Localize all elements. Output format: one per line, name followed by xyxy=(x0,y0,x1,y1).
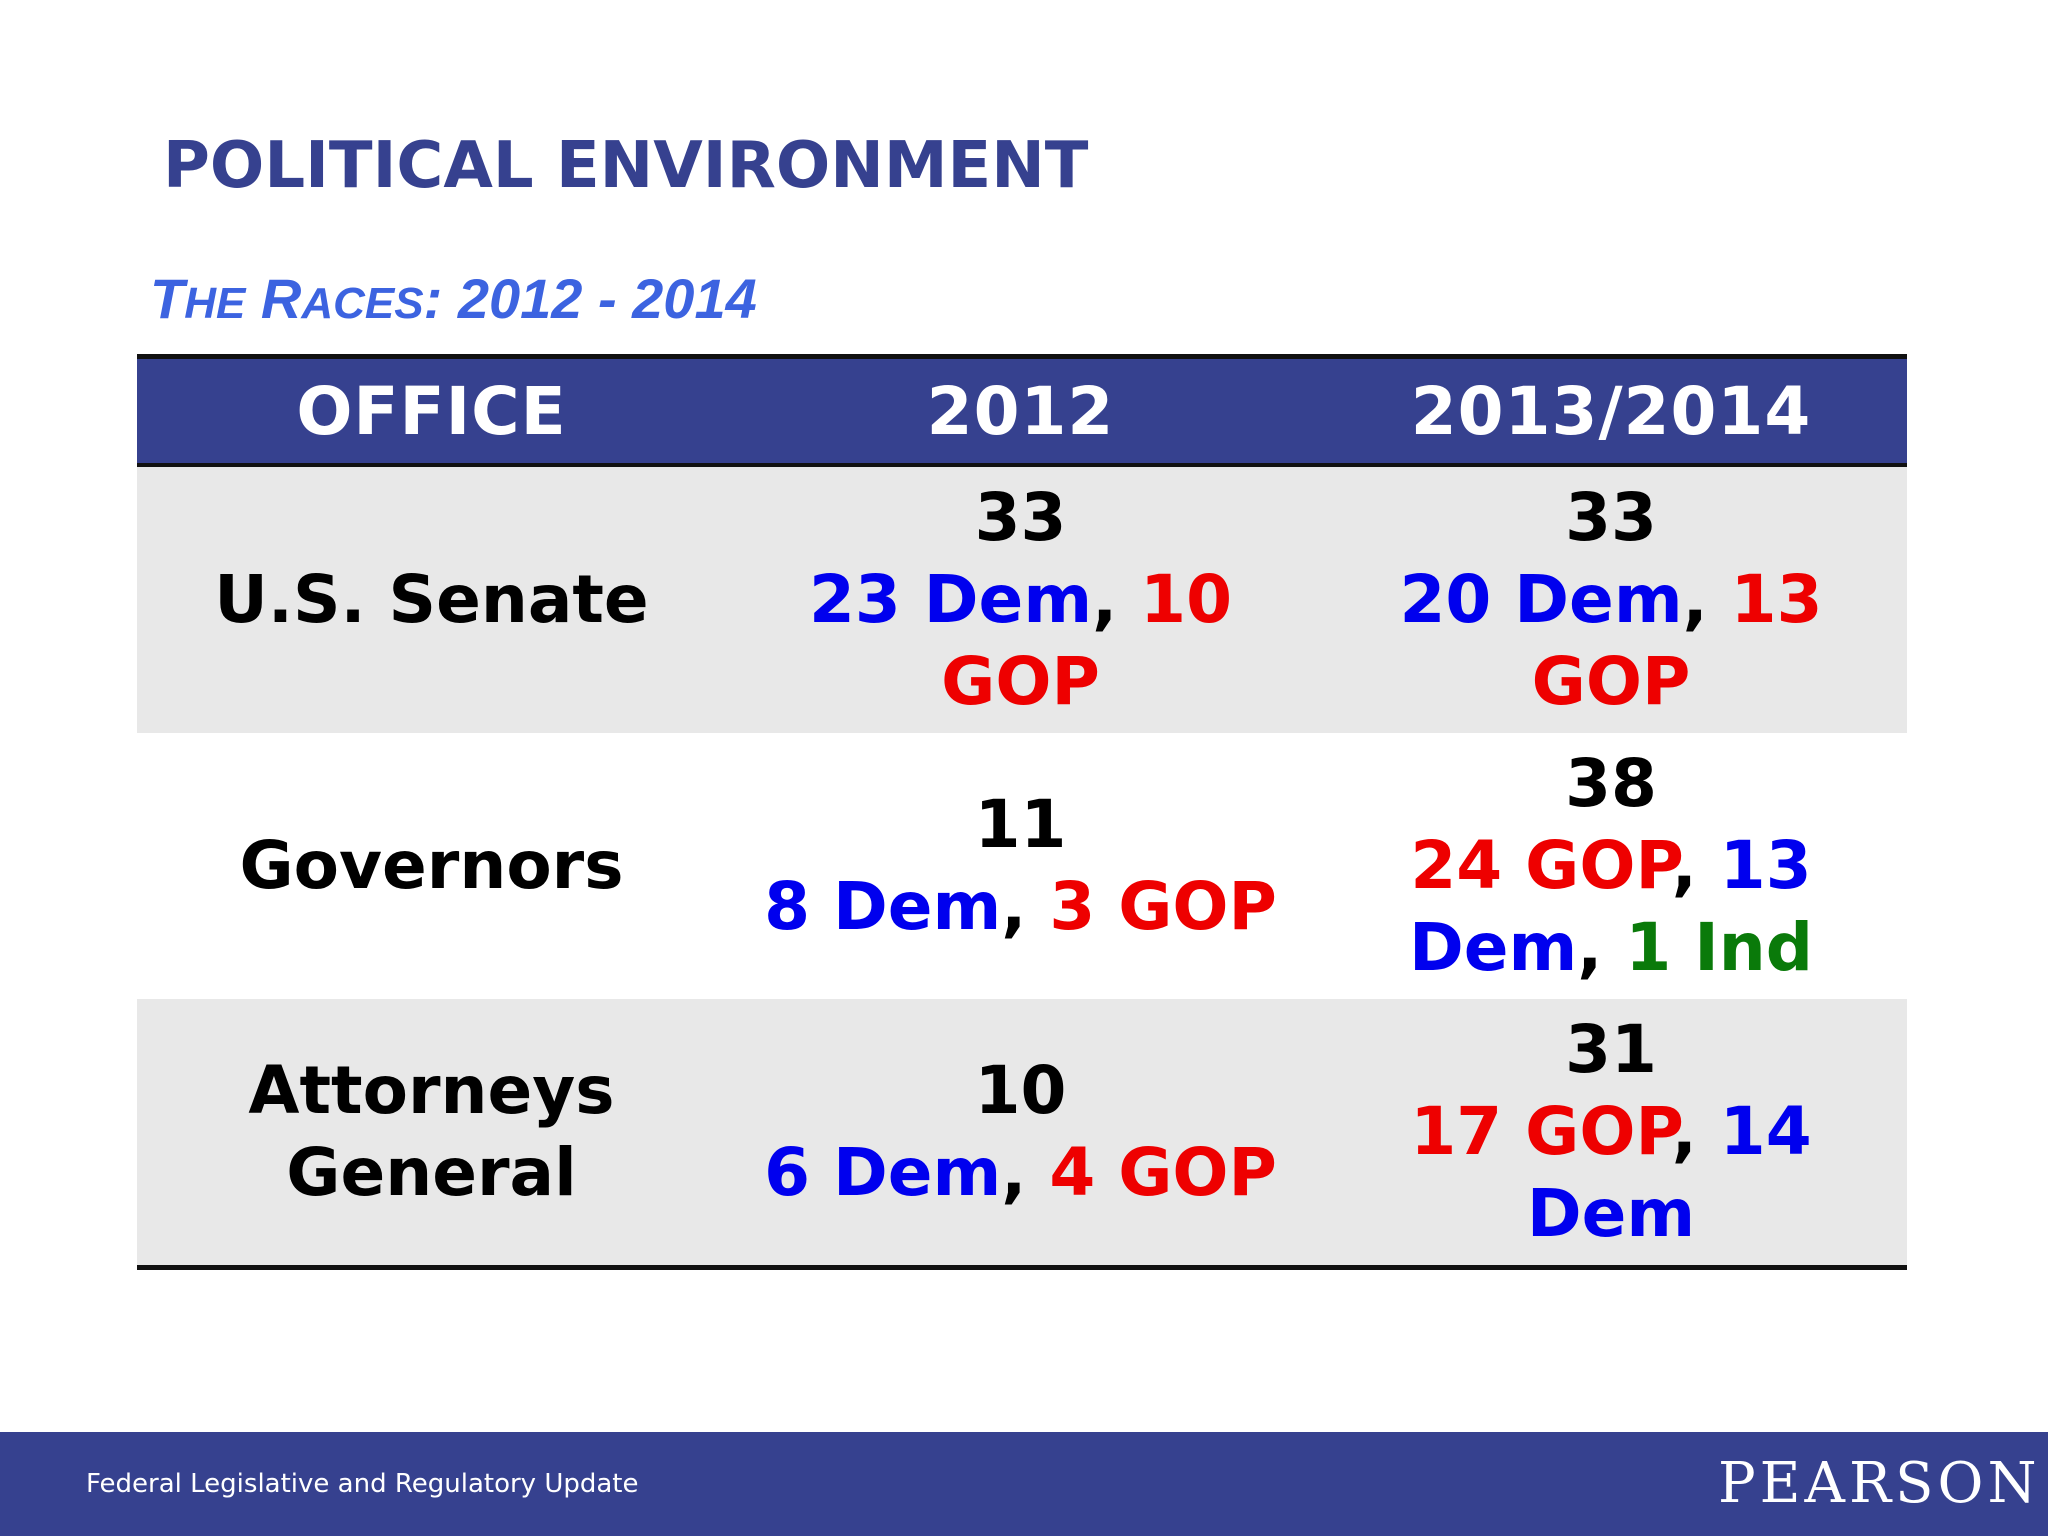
separator: , xyxy=(1092,561,1141,638)
table-row: Attorneys General 10 6 Dem, 4 GOP 31 17 … xyxy=(137,999,1907,1268)
party-count-ind: 1 Ind xyxy=(1625,909,1814,986)
office-cell: Attorneys General xyxy=(137,999,726,1268)
party-count-gop: 13 GOP xyxy=(1531,561,1823,720)
slide-title: POLITICAL ENVIRONMENT xyxy=(163,129,1089,203)
office-cell: U.S. Senate xyxy=(137,465,726,733)
race-breakdown: 8 Dem, 3 GOP xyxy=(726,866,1315,948)
separator: , xyxy=(1577,909,1626,986)
party-count-gop: 4 GOP xyxy=(1049,1134,1277,1211)
table-row: U.S. Senate 33 23 Dem, 10 GOP 33 20 Dem,… xyxy=(137,465,1907,733)
race-cell-2012: 33 23 Dem, 10 GOP xyxy=(726,465,1315,733)
party-count-dem: 8 Dem xyxy=(764,868,1002,945)
race-total: 33 xyxy=(974,479,1067,556)
race-breakdown: 17 GOP, 14 Dem xyxy=(1315,1091,1907,1255)
footer-bar: Federal Legislative and Regulatory Updat… xyxy=(0,1432,2048,1536)
party-count-dem: 23 Dem xyxy=(808,561,1093,638)
race-cell-2013-2014: 31 17 GOP, 14 Dem xyxy=(1315,999,1907,1268)
office-cell: Governors xyxy=(137,733,726,999)
party-count-gop: 3 GOP xyxy=(1049,868,1277,945)
subtitle-word-the-initial: T xyxy=(150,267,185,330)
race-cell-2012: 11 8 Dem, 3 GOP xyxy=(726,733,1315,999)
party-count-dem: 14 Dem xyxy=(1526,1093,1812,1252)
separator: , xyxy=(1682,561,1731,638)
table-row: Governors 11 8 Dem, 3 GOP 38 24 GOP, 13 … xyxy=(137,733,1907,999)
race-cell-2013-2014: 33 20 Dem, 13 GOP xyxy=(1315,465,1907,733)
separator: , xyxy=(1671,1093,1720,1170)
party-count-dem: 20 Dem xyxy=(1399,561,1683,638)
subtitle-word-races-initial: R xyxy=(260,267,302,330)
race-total: 10 xyxy=(974,1052,1067,1129)
party-count-gop: 10 GOP xyxy=(941,561,1233,720)
race-cell-2013-2014: 38 24 GOP, 13 Dem, 1 Ind xyxy=(1315,733,1907,999)
race-breakdown: 24 GOP, 13 Dem, 1 Ind xyxy=(1315,825,1907,989)
race-breakdown: 23 Dem, 10 GOP xyxy=(726,559,1315,723)
separator: , xyxy=(1001,1134,1050,1211)
party-count-gop: 17 GOP xyxy=(1410,1093,1672,1170)
race-total: 38 xyxy=(1565,745,1657,822)
header-2012: 2012 xyxy=(726,356,1315,467)
table-header-row: OFFICE 2012 2013/2014 xyxy=(137,356,1907,467)
slide-subtitle: THE RACES: 2012 - 2014 xyxy=(150,264,757,339)
race-total: 31 xyxy=(1565,1011,1657,1088)
header-2013-2014: 2013/2014 xyxy=(1315,356,1907,467)
separator: , xyxy=(1671,827,1720,904)
party-count-dem: 6 Dem xyxy=(764,1134,1002,1211)
separator: , xyxy=(1001,868,1050,945)
races-table: OFFICE 2012 2013/2014 U.S. Senate 33 23 … xyxy=(137,354,1907,1270)
race-total: 11 xyxy=(974,786,1067,863)
pearson-logo: PEARSON xyxy=(1718,1451,2041,1516)
race-total: 33 xyxy=(1565,479,1657,556)
race-cell-2012: 10 6 Dem, 4 GOP xyxy=(726,999,1315,1268)
subtitle-word-the-rest: HE xyxy=(184,279,246,328)
race-breakdown: 6 Dem, 4 GOP xyxy=(726,1132,1315,1214)
subtitle-word-races-rest: ACES xyxy=(301,279,424,328)
party-count-gop: 24 GOP xyxy=(1410,827,1672,904)
footer-text: Federal Legislative and Regulatory Updat… xyxy=(86,1469,639,1499)
race-breakdown: 20 Dem, 13 GOP xyxy=(1315,559,1907,723)
party-count-dem: 13 Dem xyxy=(1408,827,1812,986)
subtitle-years: : 2012 - 2014 xyxy=(423,267,757,330)
header-office: OFFICE xyxy=(137,356,726,467)
